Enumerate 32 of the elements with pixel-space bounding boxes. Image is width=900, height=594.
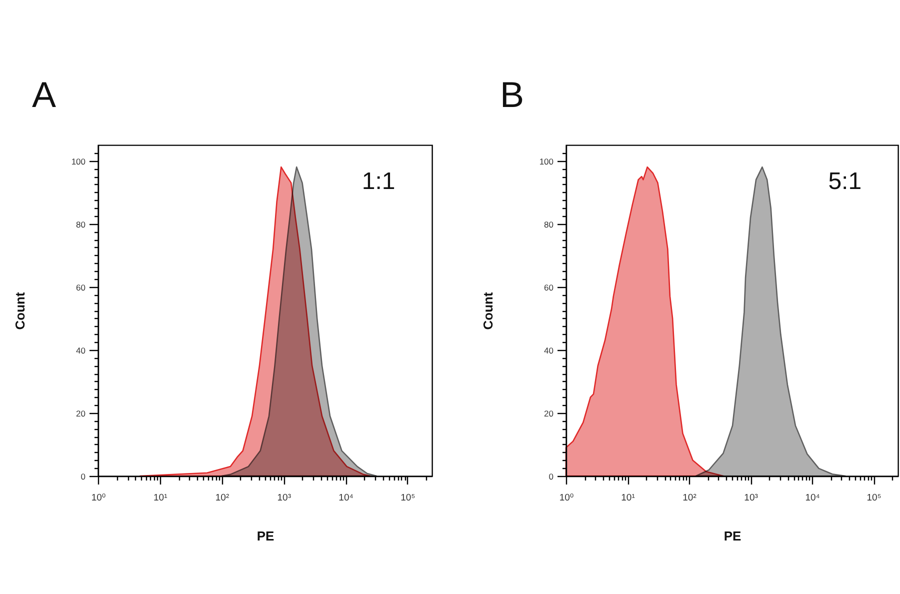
- x-tick-label: 10²: [682, 492, 696, 504]
- y-tick-label: 60: [76, 282, 86, 292]
- x-tick-label: 10⁵: [866, 492, 882, 504]
- x-tick-label: 10³: [744, 492, 758, 504]
- x-tick-label: 10⁴: [338, 492, 354, 504]
- x-tick-label: 10¹: [621, 492, 635, 504]
- chart-title: A: [32, 74, 56, 115]
- y-tick-label: 20: [76, 408, 86, 418]
- y-tick-label: 100: [71, 156, 86, 166]
- y-tick-label: 40: [76, 345, 86, 356]
- annotation: 5:1: [828, 168, 862, 195]
- y-axis-title: Count: [12, 292, 28, 330]
- y-tick-label: 60: [544, 282, 554, 292]
- y-tick-label: 20: [544, 408, 554, 418]
- x-tick-label: 10⁰: [91, 492, 106, 504]
- y-tick-label: 100: [539, 156, 554, 166]
- x-axis-title: PE: [256, 528, 274, 544]
- y-tick-label: 80: [76, 219, 86, 230]
- x-tick-label: 10¹: [154, 492, 168, 504]
- y-tick-label: 40: [544, 345, 554, 356]
- y-tick-label: 80: [544, 219, 554, 230]
- chart-title: B: [500, 74, 524, 115]
- y-tick-label: 0: [80, 472, 86, 482]
- x-axis-title: PE: [724, 528, 742, 544]
- x-tick-label: 10²: [215, 492, 230, 504]
- x-tick-label: 10⁵: [400, 492, 416, 504]
- x-tick-label: 10⁴: [805, 492, 820, 504]
- annotation: 1:1: [362, 168, 396, 195]
- x-tick-label: 10³: [277, 492, 291, 504]
- x-tick-label: 10⁰: [559, 492, 574, 504]
- y-tick-label: 0: [548, 472, 554, 482]
- y-axis-title: Count: [480, 292, 496, 330]
